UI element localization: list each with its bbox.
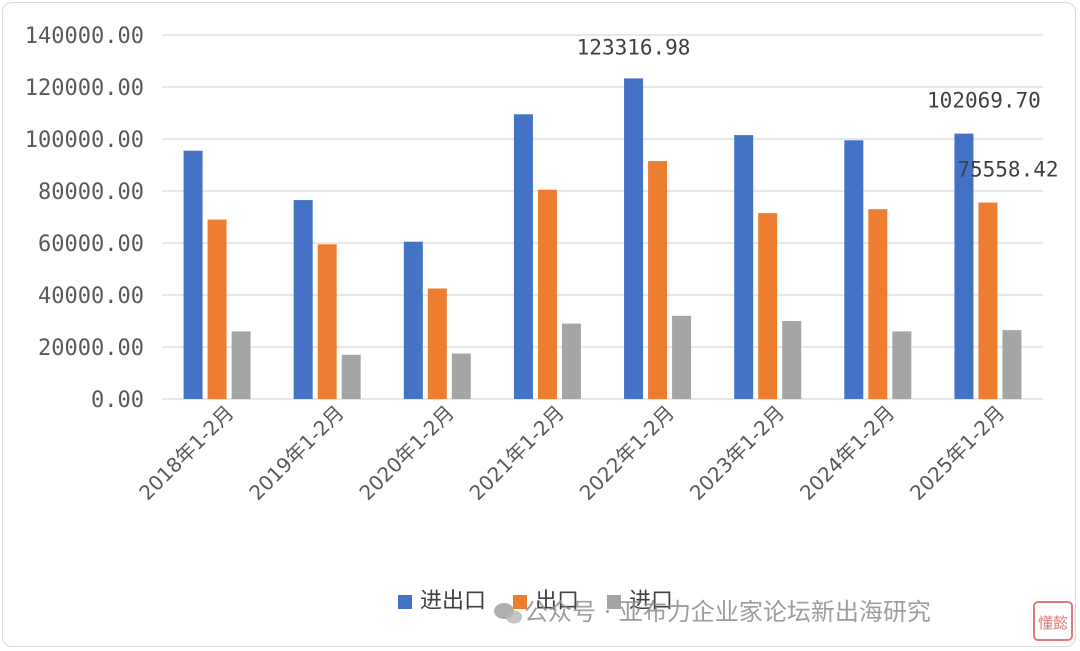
bar bbox=[892, 331, 912, 399]
bar bbox=[782, 321, 802, 399]
x-tick-label: 2022年1-2月 bbox=[575, 401, 679, 505]
bar bbox=[403, 241, 423, 399]
y-tick-label: 100000.00 bbox=[25, 128, 144, 153]
legend-swatch bbox=[607, 595, 621, 609]
bar bbox=[231, 331, 251, 399]
watermark-text: 公众号 · 亚布力企业家论坛新出海研究 bbox=[524, 598, 931, 626]
bar bbox=[758, 213, 778, 399]
wechat-icon bbox=[494, 603, 522, 624]
x-tick-label: 2018年1-2月 bbox=[134, 401, 238, 505]
watermark: 公众号 · 亚布力企业家论坛新出海研究 懂懿 bbox=[494, 598, 1073, 641]
bar bbox=[317, 244, 337, 399]
bar bbox=[672, 315, 692, 399]
x-tick-label: 2019年1-2月 bbox=[244, 401, 348, 505]
y-tick-label: 40000.00 bbox=[38, 284, 144, 309]
y-tick-label: 0.00 bbox=[91, 388, 144, 413]
bar bbox=[734, 135, 754, 399]
bar bbox=[451, 353, 471, 399]
watermark-stamp: 懂懿 bbox=[1033, 601, 1073, 641]
y-tick-label: 60000.00 bbox=[38, 232, 144, 257]
bar bbox=[207, 219, 227, 399]
data-label: 75558.42 bbox=[957, 158, 1058, 182]
legend-label: 进出口 bbox=[420, 589, 486, 614]
bar bbox=[844, 140, 864, 400]
x-tick-label: 2025年1-2月 bbox=[905, 401, 1009, 505]
bar bbox=[427, 288, 447, 399]
bar bbox=[978, 202, 998, 399]
bar bbox=[183, 150, 203, 399]
bar bbox=[648, 161, 668, 399]
y-axis-ticks: 0.00 20000.00 40000.00 60000.00 80000.00 1000… bbox=[25, 24, 144, 413]
legend-swatch bbox=[513, 595, 527, 609]
x-tick-label: 2020年1-2月 bbox=[354, 401, 458, 505]
data-label: 102069.70 bbox=[927, 89, 1041, 113]
bar bbox=[561, 323, 581, 399]
bar bbox=[341, 354, 361, 399]
bar bbox=[624, 78, 644, 399]
y-tick-label: 20000.00 bbox=[38, 336, 144, 361]
bar bbox=[1002, 330, 1022, 399]
x-tick-label: 2024年1-2月 bbox=[795, 401, 899, 505]
legend-label: 进口 bbox=[629, 589, 673, 614]
bar bbox=[513, 114, 533, 400]
y-tick-label: 80000.00 bbox=[38, 180, 144, 205]
y-tick-label: 140000.00 bbox=[25, 24, 144, 49]
bar bbox=[868, 209, 888, 399]
data-labels: 123316.98 102069.70 75558.42 bbox=[577, 35, 1059, 181]
legend: 进出口 出口 进口 bbox=[398, 589, 673, 614]
y-tick-label: 120000.00 bbox=[25, 76, 144, 101]
bars bbox=[183, 78, 1022, 400]
legend-swatch bbox=[398, 595, 412, 609]
watermark-stamp-text: 懂懿 bbox=[1038, 614, 1068, 632]
bar bbox=[293, 200, 313, 399]
data-label: 123316.98 bbox=[577, 35, 691, 59]
bar bbox=[954, 133, 974, 399]
x-tick-label: 2023年1-2月 bbox=[685, 401, 789, 505]
legend-label: 出口 bbox=[535, 589, 579, 614]
x-tick-label: 2021年1-2月 bbox=[465, 401, 569, 505]
bar bbox=[537, 189, 557, 399]
x-axis-ticks: 2018年1-2月 2019年1-2月 2020年1-2月 2021年1-2月 2022… bbox=[134, 401, 1009, 505]
